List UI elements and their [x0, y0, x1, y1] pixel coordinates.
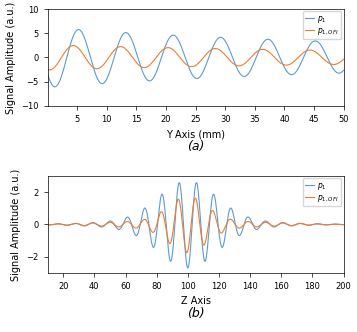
$p_1$ — [261, 220, 265, 224]
$p_{1,OFI}$ — [172, 218, 176, 222]
$p_1$ — [53, 85, 57, 89]
Line: $p_1$: $p_1$ — [47, 183, 343, 268]
$p_{1,OFI}$ — [186, 246, 190, 250]
$p_{1,OFI}$ — [80, 50, 84, 54]
$p_{1,OFI}$ — [185, 251, 189, 255]
Line: $p_{1,OFI}$: $p_{1,OFI}$ — [47, 198, 343, 253]
Line: $p_{1,OFI}$: $p_{1,OFI}$ — [47, 45, 343, 70]
$p_{1,OFI}$ — [336, 61, 340, 65]
$p_{1,OFI}$ — [193, 196, 197, 200]
$p_1$ — [341, 223, 346, 227]
$p_{1,OFI}$ — [341, 57, 346, 61]
$p_1$ — [186, 265, 190, 269]
$p_{1,OFI}$ — [45, 67, 50, 71]
$p_{1,OFI}$ — [71, 43, 75, 47]
$p_1$ — [318, 222, 322, 226]
Y-axis label: Signal Amplitude (a.u.): Signal Amplitude (a.u.) — [6, 1, 16, 114]
Text: (a): (a) — [187, 139, 204, 153]
$p_{1,OFI}$ — [304, 49, 308, 53]
$p_1$ — [97, 80, 101, 84]
$p_1$ — [336, 71, 340, 75]
Text: (b): (b) — [187, 307, 205, 320]
Line: $p_1$: $p_1$ — [47, 30, 343, 87]
$p_{1,OFI}$ — [97, 66, 101, 70]
$p_1$ — [172, 230, 176, 234]
$p_1$ — [186, 266, 190, 270]
$p_{1,OFI}$ — [261, 221, 265, 225]
$p_1$ — [45, 223, 50, 227]
$p_{1,OFI}$ — [170, 236, 174, 240]
$p_{1,OFI}$ — [318, 222, 322, 226]
X-axis label: Y Axis (mm): Y Axis (mm) — [166, 129, 225, 139]
Y-axis label: Signal Amplitude (a.u.): Signal Amplitude (a.u.) — [11, 168, 21, 281]
$p_1$ — [80, 30, 84, 34]
$p_1$ — [194, 181, 198, 185]
$p_{1,OFI}$ — [172, 49, 176, 53]
$p_{1,OFI}$ — [159, 49, 164, 53]
$p_1$ — [332, 222, 337, 226]
$p_{1,OFI}$ — [45, 223, 50, 227]
$p_1$ — [172, 33, 176, 37]
Legend: $p_1$, $p_{1,OFI}$: $p_1$, $p_{1,OFI}$ — [303, 178, 341, 206]
$p_1$ — [170, 255, 174, 259]
X-axis label: Z Axis: Z Axis — [181, 296, 211, 306]
$p_1$ — [341, 68, 346, 72]
Legend: $p_1$, $p_{1,OFI}$: $p_1$, $p_{1,OFI}$ — [303, 11, 341, 39]
$p_1$ — [45, 72, 50, 76]
$p_1$ — [76, 28, 81, 32]
$p_{1,OFI}$ — [47, 68, 52, 72]
$p_{1,OFI}$ — [341, 223, 346, 227]
$p_1$ — [159, 56, 164, 60]
$p_{1,OFI}$ — [332, 222, 337, 226]
$p_1$ — [304, 50, 308, 54]
